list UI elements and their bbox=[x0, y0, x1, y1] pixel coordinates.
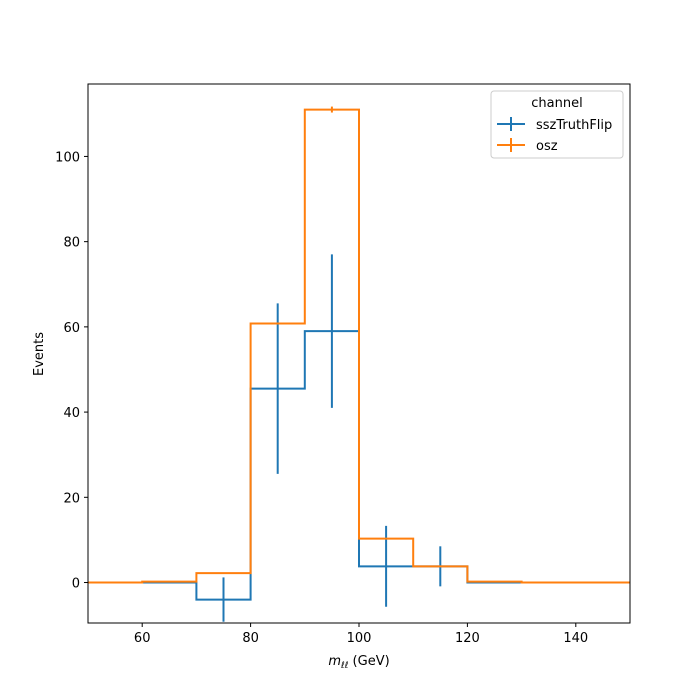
x-tick-label: 140 bbox=[563, 631, 588, 646]
x-axis-label-unit: (GeV) bbox=[348, 654, 389, 669]
legend-box bbox=[490, 90, 624, 159]
x-tick-label: 80 bbox=[242, 631, 259, 646]
legend-entry: osz bbox=[497, 138, 558, 154]
y-tick-label: 80 bbox=[63, 236, 80, 251]
x-axis-label-main: m bbox=[328, 654, 341, 669]
y-tick-label: 60 bbox=[63, 321, 80, 336]
legend-label: osz bbox=[536, 139, 558, 154]
x-axis-label-subscript: ℓℓ bbox=[340, 661, 348, 671]
legend-entries: sszTruthFlip osz bbox=[497, 117, 612, 154]
y-tick-label: 40 bbox=[63, 406, 80, 421]
x-tick-label: 60 bbox=[134, 631, 151, 646]
series-osz bbox=[88, 106, 630, 584]
y-tick-label: 20 bbox=[63, 491, 80, 506]
y-axis-ticks: 0 20 40 60 80 100 bbox=[55, 150, 88, 592]
x-axis-ticks: 60 80 100 120 140 bbox=[134, 623, 588, 646]
x-axis-label: mℓℓ (GeV) bbox=[328, 654, 389, 671]
legend-title: channel bbox=[531, 96, 582, 111]
x-tick-label: 120 bbox=[455, 631, 480, 646]
x-tick-label: 100 bbox=[347, 631, 372, 646]
y-tick-label: 0 bbox=[72, 577, 80, 592]
legend-entry: sszTruthFlip bbox=[497, 117, 612, 133]
legend: channel sszTruthFlip osz bbox=[490, 90, 624, 159]
y-tick-label: 100 bbox=[55, 150, 80, 165]
series-layer bbox=[88, 106, 630, 622]
y-axis-label: Events bbox=[32, 332, 47, 376]
legend-label: sszTruthFlip bbox=[536, 118, 612, 133]
